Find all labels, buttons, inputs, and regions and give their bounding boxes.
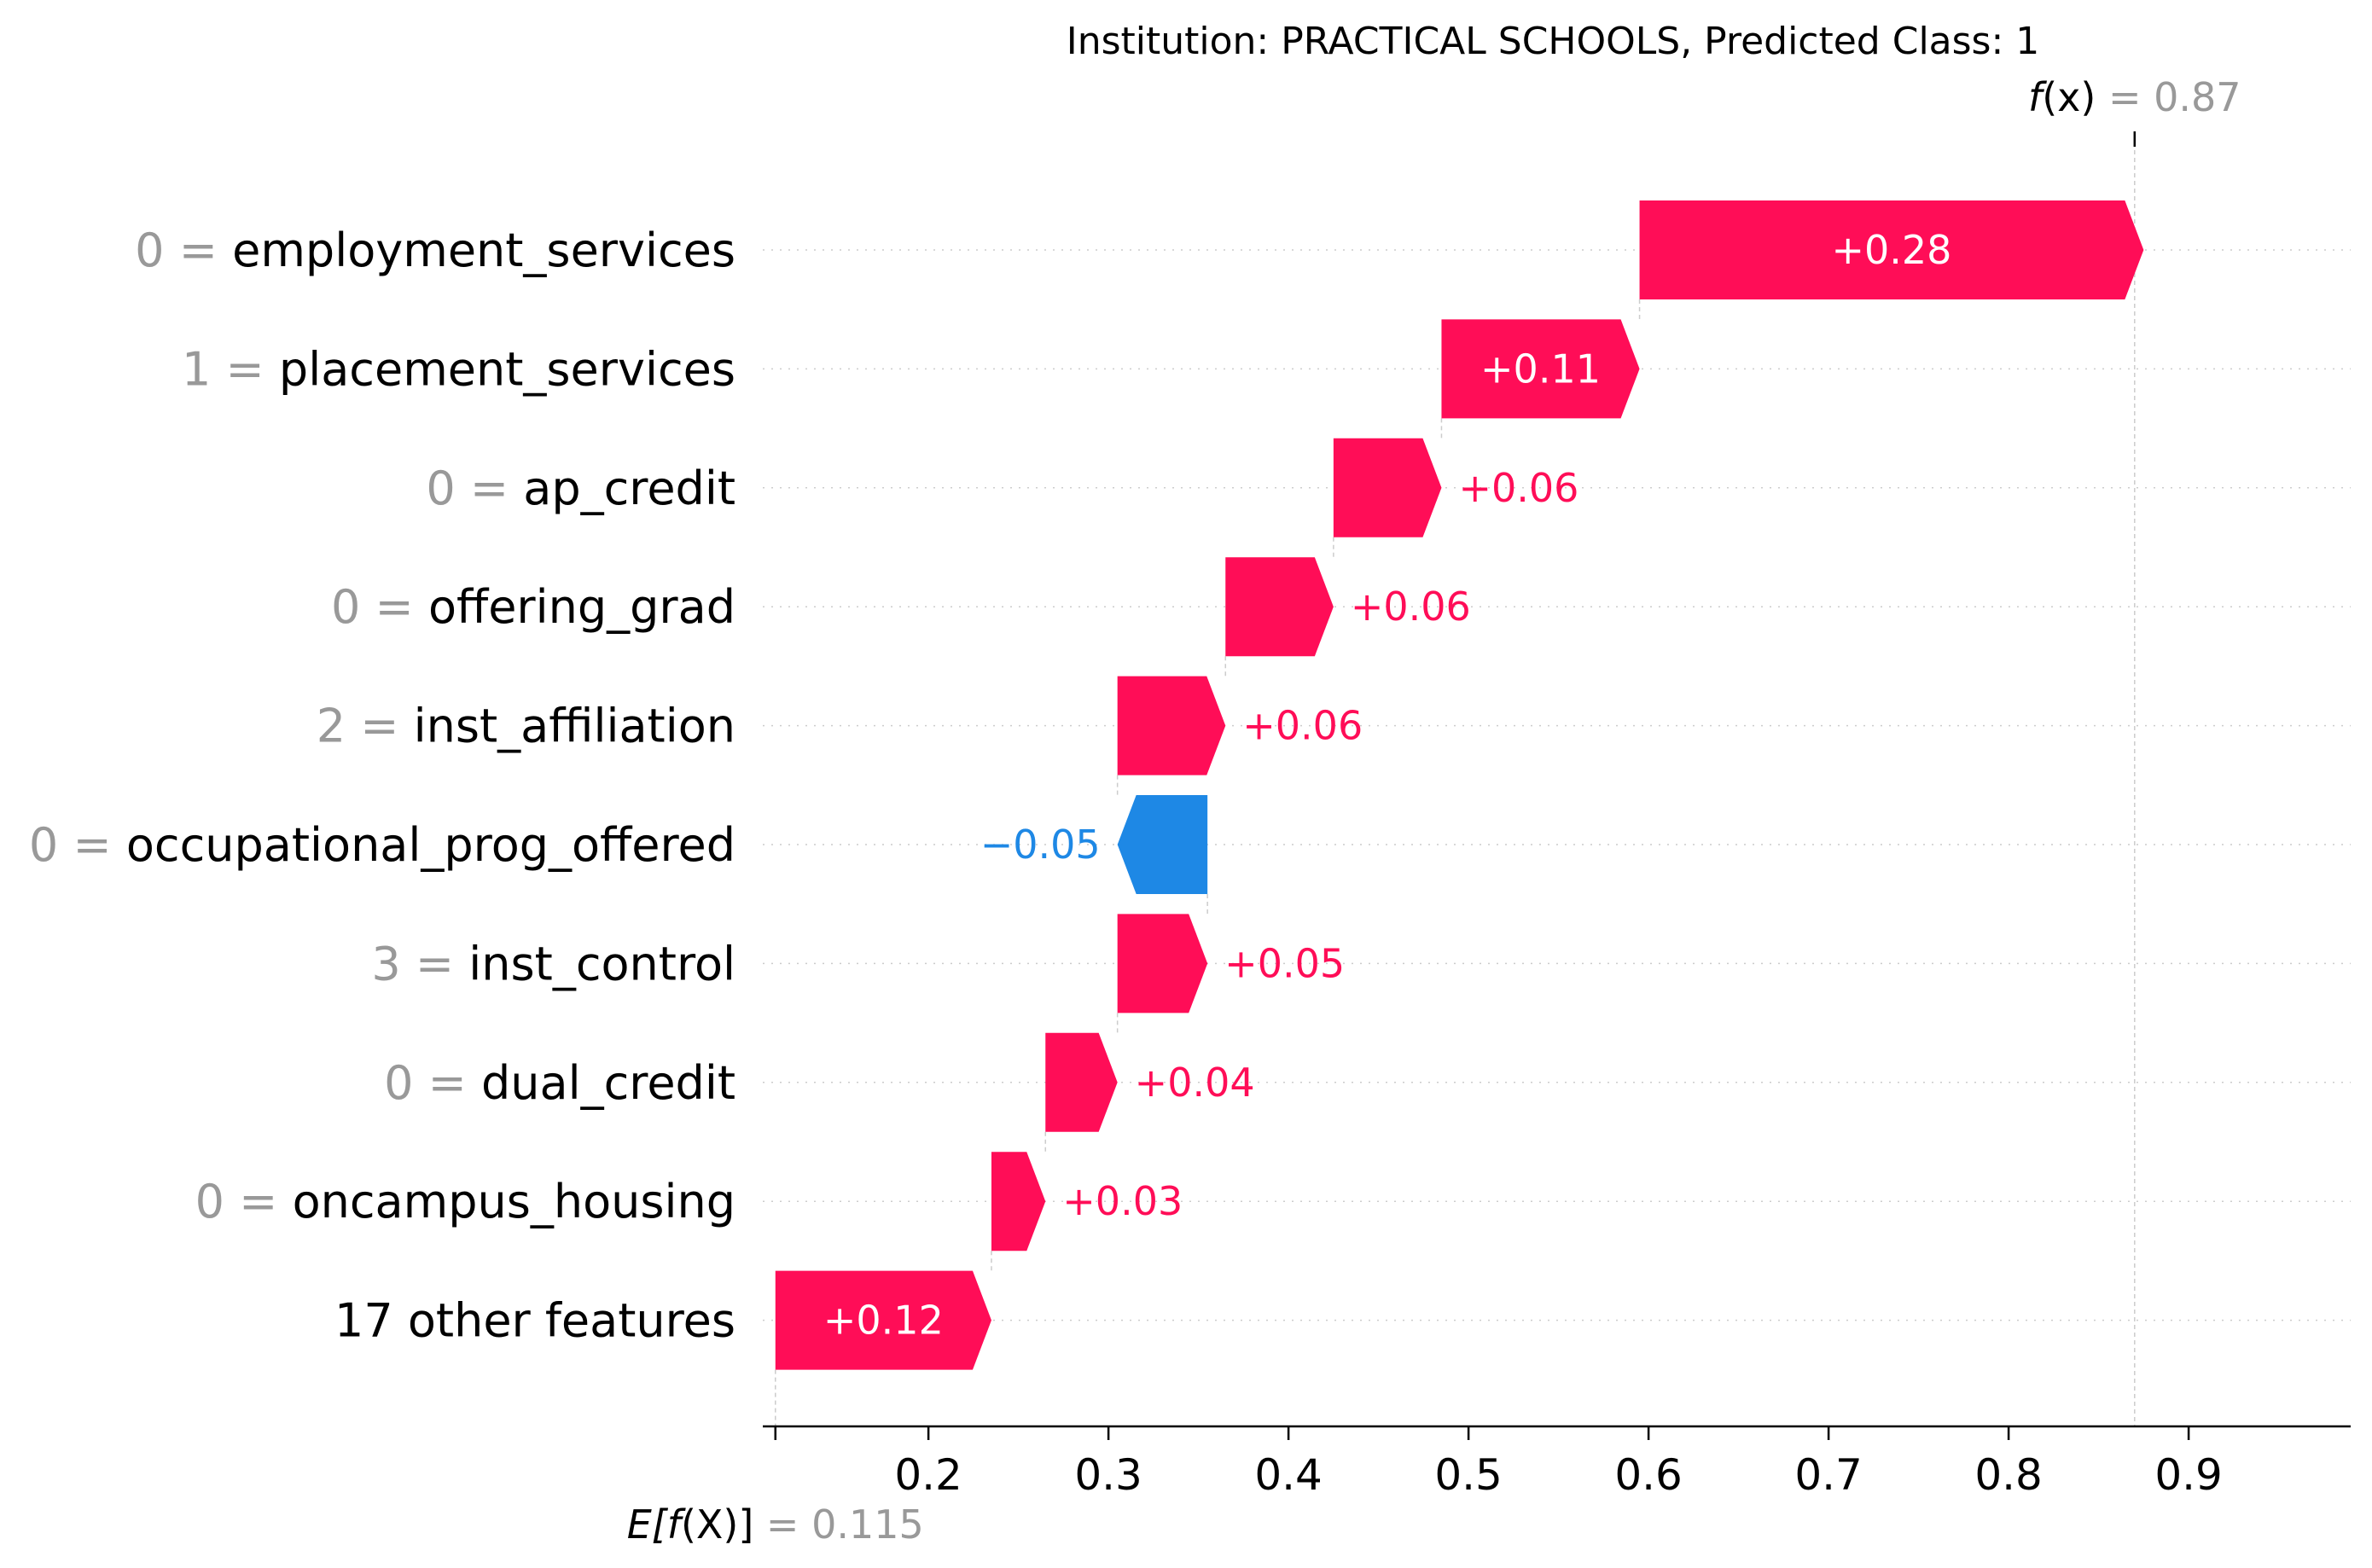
x-tick-label: 0.9 [2154, 1450, 2223, 1500]
base-value-annotation: E[f(X)] = 0.115 [627, 1501, 924, 1548]
contribution-bar [1225, 557, 1334, 657]
feature-name: ap_credit [523, 462, 735, 515]
feature-value: 2 = [317, 700, 414, 753]
feature-value: 1 = [182, 342, 279, 396]
feature-label: 2 = inst_affiliation [317, 700, 735, 753]
feature-label: 0 = oncampus_housing [195, 1175, 735, 1228]
contribution-label: +0.11 [1480, 346, 1601, 392]
contribution-label: −0.05 [980, 822, 1101, 868]
feature-name: oncampus_housing [293, 1175, 735, 1228]
contribution-label: +0.28 [1831, 227, 1951, 273]
x-tick-label: 0.3 [1074, 1450, 1142, 1500]
base-value-part: ] [738, 1501, 753, 1548]
final-value-part: = 0.87 [2096, 74, 2241, 120]
x-tick-label: 0.8 [1974, 1450, 2043, 1500]
base-value-part: (X) [681, 1501, 738, 1548]
feature-value: 0 = [195, 1175, 293, 1228]
contribution-label: +0.06 [1458, 465, 1578, 511]
contribution-bars: +0.28 +0.11 +0.06 +0.06 +0.06 −0.05 +0.05 +0.04… [775, 200, 2144, 1370]
feature-value: 3 = [371, 937, 468, 990]
contribution-label: +0.05 [1224, 940, 1345, 986]
feature-labels: 0 = employment_services 1 = placement_ser… [29, 224, 735, 1348]
contribution-label: +0.06 [1242, 703, 1363, 749]
feature-value: 0 = [29, 818, 126, 872]
feature-name: placement_services [279, 342, 735, 396]
x-tick-label: 0.7 [1794, 1450, 1863, 1500]
contribution-label: +0.03 [1062, 1178, 1183, 1224]
contribution-bar [1117, 795, 1208, 894]
contribution-bar [1117, 676, 1226, 775]
feature-name: inst_affiliation [414, 700, 735, 753]
feature-name: 17 other features [334, 1294, 735, 1348]
feature-name: employment_services [232, 224, 735, 277]
feature-name: occupational_prog_offered [126, 818, 735, 872]
feature-label: 0 = dual_credit [384, 1056, 735, 1110]
feature-label: 0 = offering_grad [331, 580, 735, 634]
feature-value: 0 = [331, 580, 428, 634]
contribution-bar [991, 1152, 1046, 1251]
connector-lines [775, 131, 2137, 1426]
feature-label: 17 other features [334, 1294, 735, 1348]
x-tick-label: 0.6 [1614, 1450, 1683, 1500]
contribution-bar [1117, 914, 1208, 1013]
contribution-bar [1333, 438, 1442, 537]
chart-title: Institution: PRACTICAL SCHOOLS, Predicte… [1067, 20, 2040, 63]
contribution-bar [1045, 1032, 1118, 1132]
x-axis: 0.2 0.3 0.4 0.5 0.6 0.7 0.8 0.9 [763, 1425, 2351, 1500]
feature-label: 0 = employment_services [135, 224, 735, 277]
contribution-label: +0.12 [823, 1298, 944, 1344]
contribution-label: +0.04 [1135, 1060, 1255, 1106]
final-value-annotation: f(x) = 0.87 [2028, 74, 2241, 120]
final-value-part: (x) [2042, 74, 2096, 120]
base-value-part: = 0.115 [753, 1501, 923, 1548]
feature-value: 0 = [384, 1056, 481, 1110]
contribution-bar [1639, 200, 2144, 299]
feature-value: 0 = [426, 462, 523, 515]
contribution-bar [1441, 319, 1640, 419]
row-gridlines [763, 249, 2351, 1321]
value-annotations: f(x) = 0.87 E[f(X)] = 0.115 [627, 74, 2241, 1548]
contribution-bar [775, 1270, 991, 1370]
feature-label: 3 = inst_control [371, 937, 735, 990]
x-tick-label: 0.4 [1254, 1450, 1323, 1500]
feature-label: 0 = occupational_prog_offered [29, 818, 735, 872]
contribution-label: +0.06 [1351, 584, 1471, 630]
feature-value: 0 = [135, 224, 232, 277]
x-tick-label: 0.2 [894, 1450, 962, 1500]
feature-label: 0 = ap_credit [426, 462, 735, 515]
x-tick-label: 0.5 [1434, 1450, 1503, 1500]
base-value-part: E[ [627, 1501, 669, 1548]
feature-name: dual_credit [481, 1056, 735, 1110]
feature-name: offering_grad [428, 580, 735, 634]
feature-name: inst_control [468, 937, 735, 990]
feature-label: 1 = placement_services [182, 342, 735, 396]
